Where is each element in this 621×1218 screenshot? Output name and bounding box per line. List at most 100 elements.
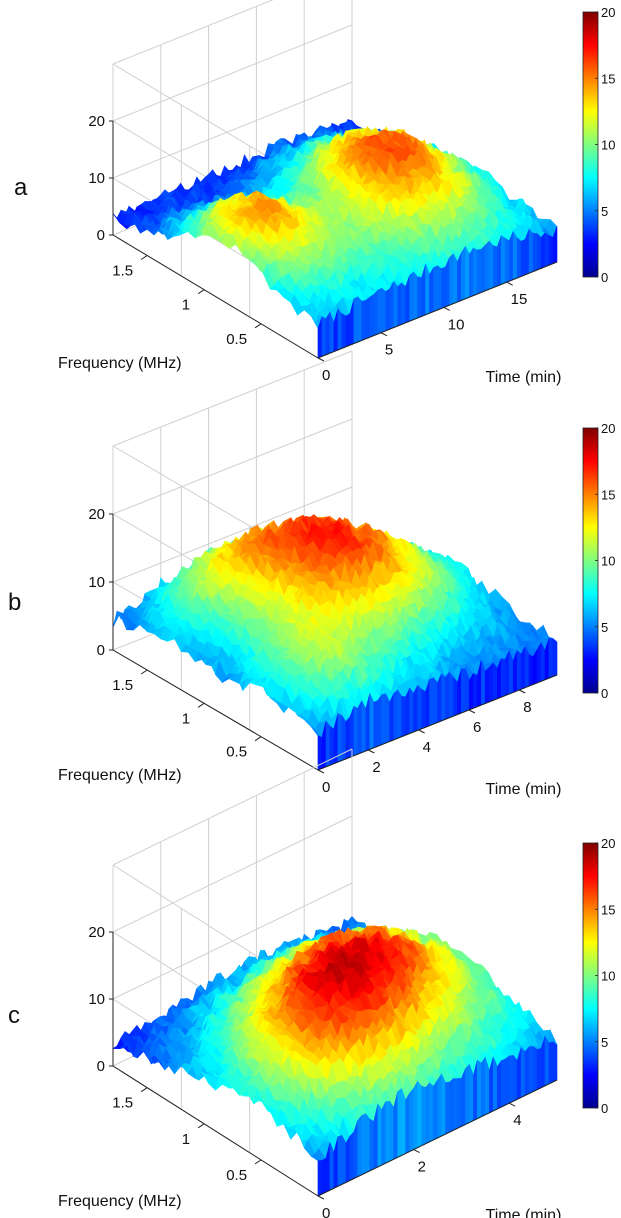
surface-skirt-cell [461, 668, 466, 714]
colorbar-tick-label: 5 [601, 204, 608, 219]
surface-skirt-cell [389, 693, 395, 742]
z-tick-label: 20 [88, 113, 105, 130]
freq-tick-label: 0.5 [226, 331, 247, 348]
surface-skirt-cell [504, 237, 510, 284]
surface-skirt-cell [377, 693, 383, 747]
surface-skirt-cell [520, 646, 526, 690]
surface-skirt-cell [536, 233, 542, 271]
surface-skirt-cell [353, 705, 359, 757]
surface-skirt-cell [385, 288, 391, 332]
surface-skirt-cell [381, 287, 387, 333]
surface-skirt-cell [409, 687, 414, 735]
surface-skirt-cell [488, 240, 494, 290]
z-tick-label: 20 [88, 506, 105, 523]
surface-skirt-cell [445, 257, 450, 308]
panel-label: a [14, 174, 28, 201]
surface-skirt-cell [504, 650, 510, 697]
surface-skirt-cell [548, 638, 554, 679]
surface-skirt-cell [393, 280, 399, 329]
surface-skirt-cell [433, 677, 438, 725]
surface-skirt-cell [544, 232, 550, 268]
surface-skirt-cell [353, 296, 359, 345]
surface-skirt-cell [409, 271, 414, 322]
surface-skirt-cell [484, 240, 490, 292]
surface-skirt-cell [357, 700, 363, 755]
surface-skirt-cell [552, 637, 558, 678]
surface-skirt-cell [457, 252, 462, 303]
time-tick-label: 2 [372, 759, 380, 776]
surface-skirt-cell [449, 671, 454, 719]
surface-skirt-cell [473, 247, 478, 297]
surface-skirt [317, 226, 558, 359]
surface-skirt-cell [369, 693, 375, 750]
surface-skirt-cell [492, 661, 498, 701]
surface-skirt-cell [512, 230, 518, 281]
freq-axis-label: Frequency (MHz) [58, 767, 182, 784]
surface-skirt-cell [469, 672, 474, 711]
time-axis-label: Time (min) [486, 369, 562, 386]
surface-skirt-cell [548, 235, 554, 266]
z-tick-label: 10 [88, 574, 105, 591]
surface-skirt-cell [341, 313, 347, 349]
surface-skirt-cell [365, 296, 371, 340]
time-tick-label: 15 [511, 291, 528, 308]
surface-skirt-cell [361, 700, 367, 754]
surface-skirt-cell [373, 699, 379, 749]
time-tick-label: 10 [448, 316, 465, 333]
surface-skirt-cell [449, 252, 454, 306]
surface-skirt-cell [516, 237, 522, 279]
surface-skirt-cell [433, 265, 438, 313]
colorbar-tick-label: 15 [601, 71, 615, 86]
z-tick-label: 10 [88, 170, 105, 187]
freq-axis-label: Frequency (MHz) [58, 355, 182, 372]
time-tick-label: 0 [322, 367, 330, 384]
surface-skirt-cell [461, 245, 466, 301]
surface-skirt-cell [401, 695, 406, 738]
colorbar-tick-label: 5 [601, 620, 608, 635]
surface-skirt-cell [325, 311, 331, 356]
surface-mesh [112, 915, 558, 1162]
surface-skirt-cell [373, 289, 379, 337]
colorbar-tick-label: 20 [601, 421, 615, 436]
surface-skirt-cell [437, 265, 442, 311]
surface-skirt-cell [480, 244, 486, 293]
surface-skirt-cell [397, 282, 402, 327]
axes [109, 513, 558, 774]
surface-skirt-cell [321, 316, 327, 357]
surface-skirt-cell [381, 693, 387, 746]
surface-skirt-cell [453, 253, 458, 305]
surface-skirt-cell [536, 641, 542, 684]
surface-skirt-cell [377, 287, 383, 335]
surface-skirt-cell [508, 231, 514, 282]
surface-skirt-cell [417, 276, 422, 319]
surface-skirt-cell [500, 658, 506, 698]
surface-skirt-cell [488, 662, 494, 703]
surface-skirt-cell [345, 313, 351, 348]
surface-skirt-cell [417, 684, 422, 731]
time-tick-label: 5 [385, 342, 393, 359]
surface-skirt-cell [429, 266, 434, 314]
surface-mesh [112, 513, 558, 739]
surface-skirt-cell [528, 228, 534, 274]
freq-tick-label: 1.5 [112, 263, 133, 280]
surface-panel-a: 1.5 1 0.5 0 5 10 15 0 10 20 Frequency (MHz) Time (m… [0, 0, 621, 405]
surface-skirt-cell [492, 245, 498, 289]
z-tick-label: 0 [97, 227, 105, 244]
panel-label: b [8, 589, 21, 616]
surface-panel-c: 1.5 1 0.5 0 2 4 0 10 20 Frequency (MHz) Time (min)… [0, 748, 621, 1218]
surface-skirt-cell [357, 296, 363, 343]
surface-skirt-cell [421, 688, 426, 730]
surface-skirt-cell [465, 246, 470, 300]
surface-skirt-cell [441, 673, 446, 722]
freq-tick-label: 0.5 [226, 744, 247, 761]
surface-mesh [112, 119, 558, 330]
surface-skirt-cell [413, 271, 418, 321]
surface-skirt-cell [528, 654, 534, 687]
surface-skirt [317, 637, 558, 771]
time-tick-label: 0 [322, 779, 330, 796]
colorbar-tick-label: 20 [601, 5, 615, 20]
surface-skirt-cell [361, 300, 367, 341]
colorbar-tick-label: 0 [601, 270, 608, 285]
surface-skirt-cell [429, 677, 434, 727]
